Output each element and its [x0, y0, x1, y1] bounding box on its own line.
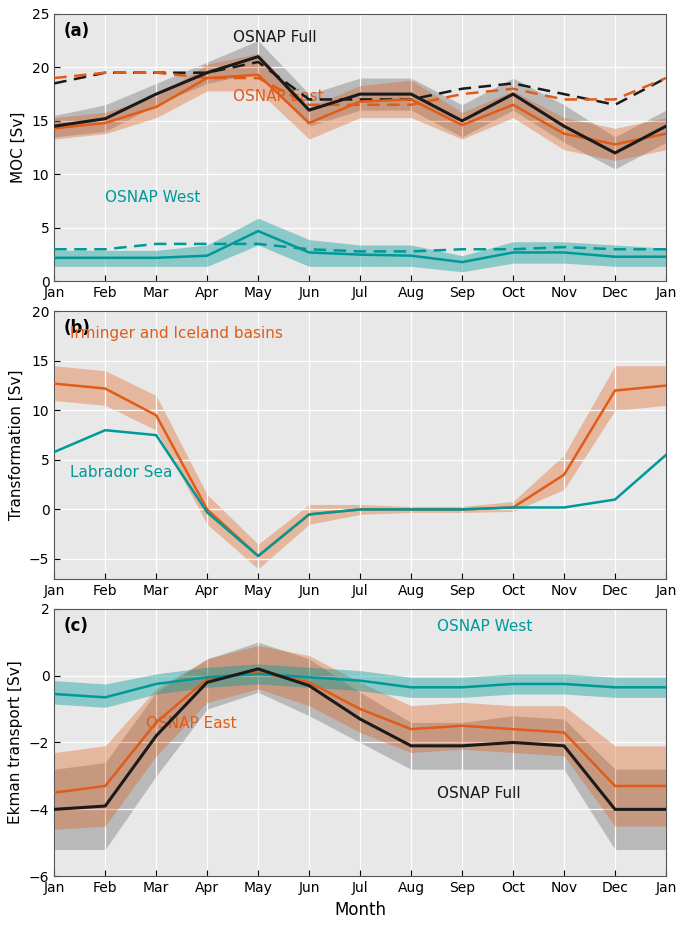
Text: OSNAP Full: OSNAP Full	[233, 30, 316, 44]
Text: (c): (c)	[64, 616, 88, 635]
Text: Irminger and Iceland basins: Irminger and Iceland basins	[70, 326, 282, 341]
Text: OSNAP West: OSNAP West	[105, 190, 201, 206]
Text: (a): (a)	[64, 22, 90, 40]
Y-axis label: MOC [Sv]: MOC [Sv]	[11, 112, 26, 184]
X-axis label: Month: Month	[334, 901, 386, 919]
Text: OSNAP Full: OSNAP Full	[436, 786, 520, 801]
Text: OSNAP East: OSNAP East	[146, 716, 236, 730]
Y-axis label: Ekman transport [Sv]: Ekman transport [Sv]	[8, 661, 23, 824]
Text: (b): (b)	[64, 319, 90, 337]
Text: OSNAP West: OSNAP West	[436, 618, 532, 634]
Text: Labrador Sea: Labrador Sea	[70, 464, 172, 480]
Text: OSNAP East: OSNAP East	[233, 89, 323, 104]
Y-axis label: Transformation [Sv]: Transformation [Sv]	[8, 370, 23, 520]
